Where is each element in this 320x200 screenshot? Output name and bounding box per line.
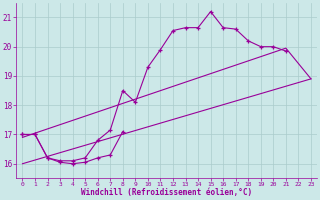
X-axis label: Windchill (Refroidissement éolien,°C): Windchill (Refroidissement éolien,°C) [81,188,252,197]
